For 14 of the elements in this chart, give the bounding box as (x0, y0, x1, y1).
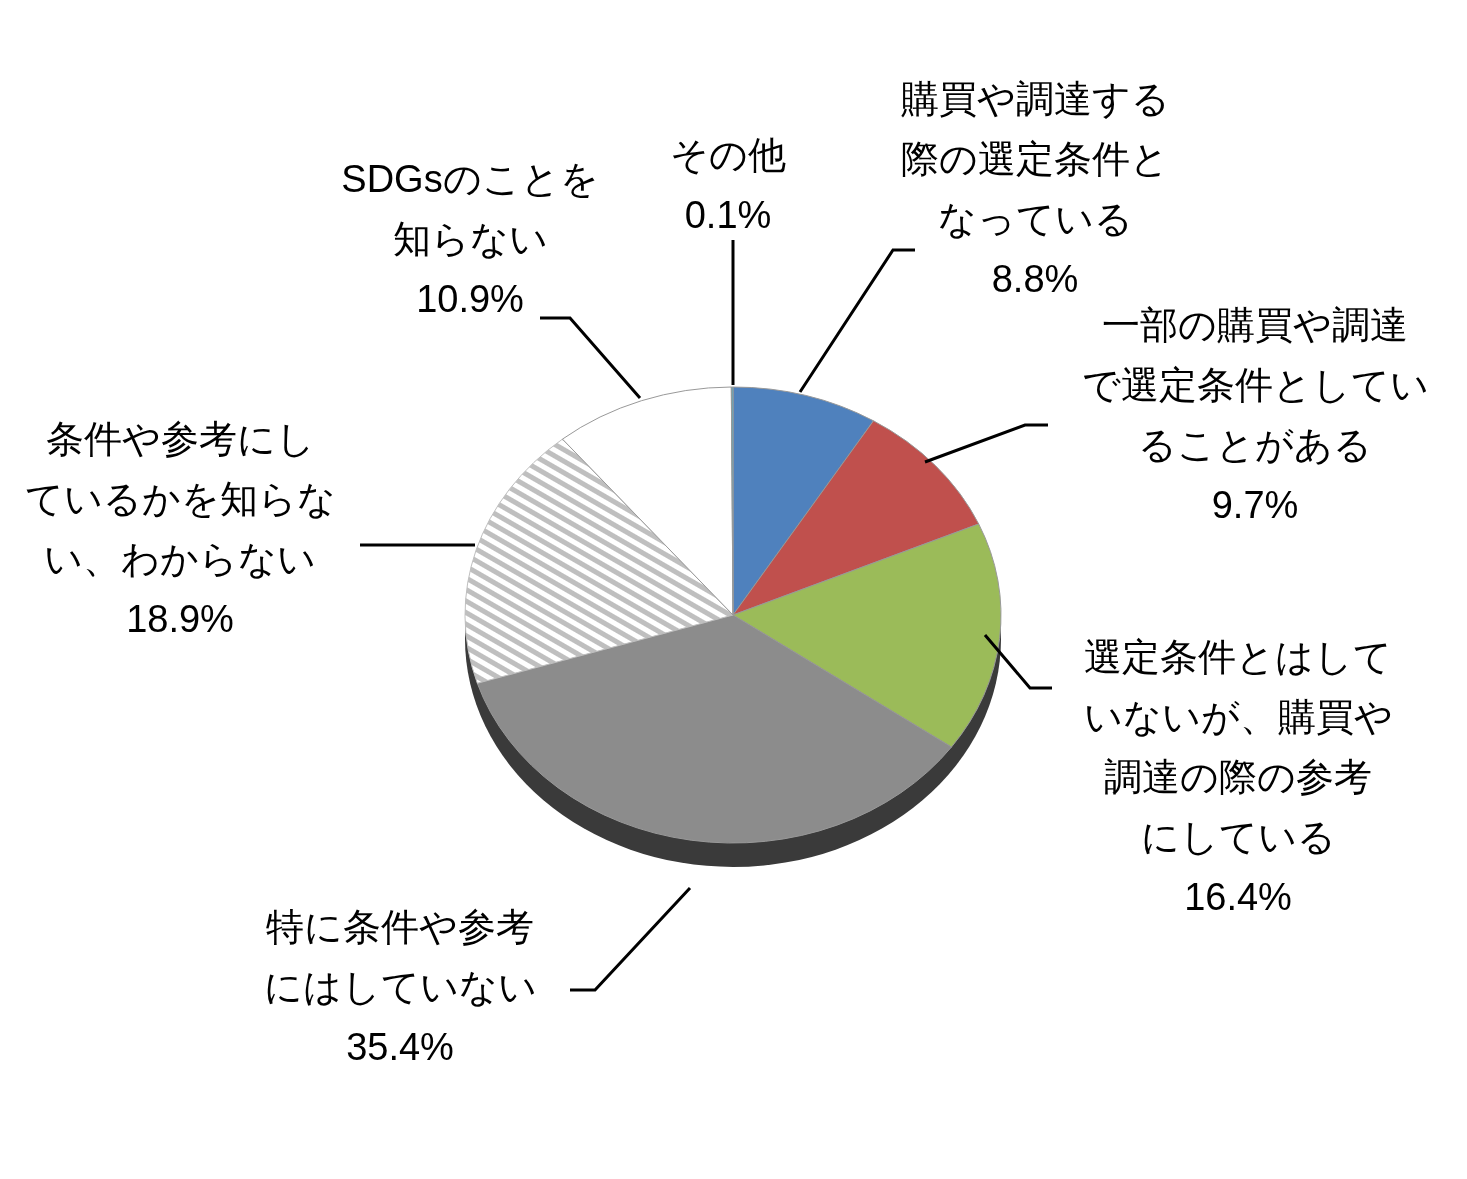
data-label: 0.1% (684, 194, 772, 236)
slice-label: その他 (670, 134, 786, 176)
slice-label: 特に条件や参考にはしていない (263, 906, 537, 1008)
data-label: 16.4% (1184, 876, 1292, 918)
slice-label: SDGsのことを知らない (341, 158, 599, 260)
data-label: 9.7% (1211, 484, 1299, 526)
data-label: 18.9% (126, 598, 234, 640)
slice-label: 一部の購買や調達で選定条件としていることがある (1081, 304, 1429, 466)
data-label: 8.8% (991, 258, 1079, 300)
slice-label: 購買や調達する際の選定条件となっている (900, 78, 1170, 240)
data-label: 10.9% (416, 278, 524, 320)
slice-label: 条件や参考にしているかを知らない、わからない (24, 418, 336, 580)
data-label: 35.4% (346, 1026, 454, 1068)
slice-label: 選定条件とはしていないが、購買や調達の際の参考にしている (1083, 636, 1393, 858)
